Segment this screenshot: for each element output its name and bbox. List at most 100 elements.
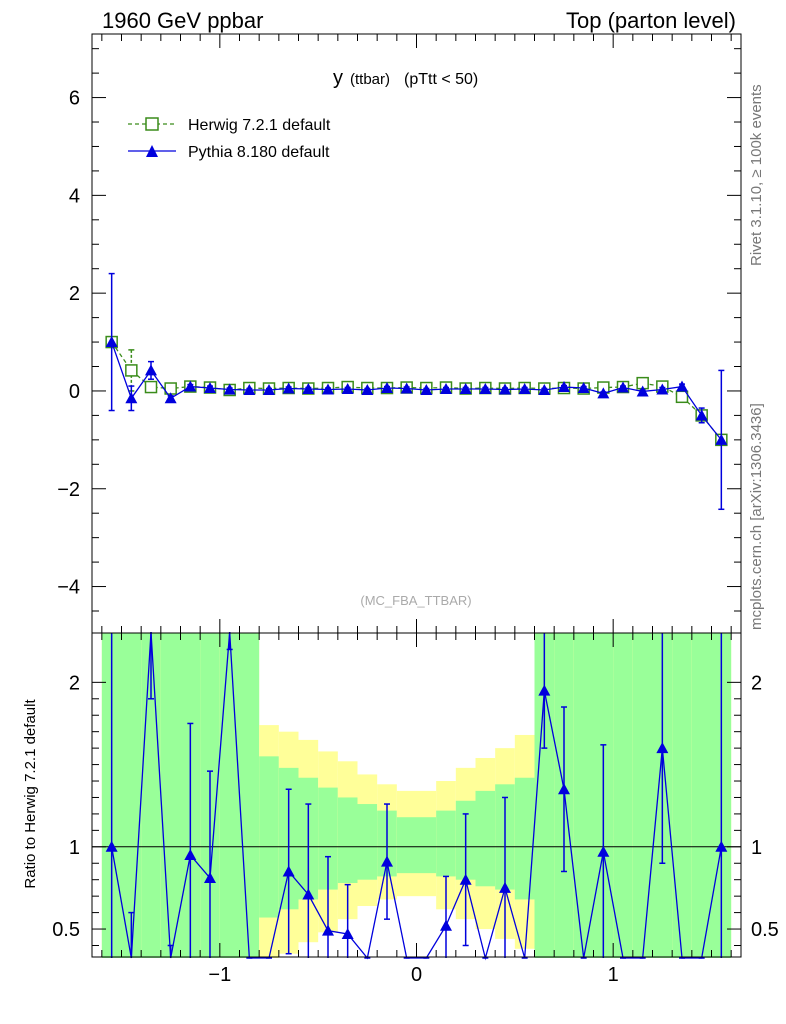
ratio-y-tick-label: 0.5 [52, 919, 80, 941]
pythia-point [282, 382, 295, 394]
herwig-point [144, 380, 158, 394]
pythia-point [164, 392, 177, 404]
ratio-plot-frame [91, 632, 742, 958]
main-y-tick-label: 2 [69, 283, 80, 305]
ratio-point [322, 924, 334, 936]
ratio-point [440, 919, 452, 931]
green-band-bin [396, 817, 417, 874]
pythia-point [105, 336, 118, 348]
ratio-line [111, 631, 722, 961]
plot-title-subscript: (ttbar) [350, 71, 390, 88]
pythia-point [656, 383, 669, 395]
pythia-point [361, 383, 374, 395]
pythia-point [538, 383, 551, 395]
main-plot-ticks [92, 34, 741, 633]
ratio-y-axis-label: Ratio to Herwig 7.2.1 default [22, 699, 39, 889]
pythia-point [341, 382, 354, 394]
green-band-bin [337, 797, 358, 883]
pythia-point [400, 382, 413, 394]
ratio-point [715, 840, 728, 852]
ratio-point [184, 849, 197, 861]
ratio-point [282, 865, 295, 877]
green-band-bin [613, 633, 633, 958]
pythia-point [263, 383, 275, 395]
pythia-point [715, 433, 728, 445]
energy-title: 1960 GeV ppbar [102, 8, 264, 33]
green-band-bin [691, 633, 712, 958]
ratio-point [105, 840, 118, 852]
ratio-point [499, 881, 511, 893]
pythia-point [204, 382, 216, 394]
legend-herwig-marker [145, 117, 159, 131]
ratio-pythia-series [105, 631, 728, 961]
x-tick-label: −1 [208, 964, 231, 986]
ratio-y-tick-label-right: 1 [751, 837, 762, 859]
x-tick-label: 0 [411, 964, 422, 986]
pythia-point [243, 383, 256, 395]
green-band-bin [357, 804, 378, 880]
green-band-bin [436, 810, 456, 877]
ratio-point [302, 888, 315, 900]
pythia-point [695, 409, 708, 421]
x-tick-labels: −1 0 1 [208, 964, 618, 986]
pythia-point [322, 383, 334, 395]
green-band-bin [514, 777, 535, 900]
ratio-point [204, 872, 216, 884]
pythia-point [617, 381, 629, 393]
pythia-point [440, 382, 452, 394]
ratio-y-tick-label-right: 0.5 [751, 919, 779, 941]
legend-pythia-marker [146, 145, 158, 157]
green-band-bin [239, 633, 260, 958]
green-band-bin [672, 633, 692, 958]
herwig-line [111, 341, 722, 441]
ratio-point [656, 742, 669, 754]
ratio-point [558, 783, 570, 795]
pythia-point [223, 383, 236, 395]
ratio-y-tick-labels: 0.5 0.5 1 1 2 2 [52, 672, 779, 941]
ratio-point [459, 873, 472, 885]
pythia-point [479, 382, 492, 394]
pythia-point [381, 382, 393, 394]
main-y-tick-labels: −4 −2 0 2 4 6 [57, 88, 80, 599]
main-y-tick-label: 0 [69, 381, 80, 403]
pythia-point [302, 382, 315, 394]
ratio-point [597, 845, 610, 857]
pythia-point [676, 380, 688, 392]
ratio-plot-ticks [92, 633, 741, 957]
process-title: Top (parton level) [566, 8, 736, 33]
ratio-y-tick-label: 2 [69, 672, 80, 694]
main-y-tick-label: 6 [69, 88, 80, 110]
pythia-point [145, 364, 157, 376]
green-band-bin [259, 756, 279, 918]
main-y-tick-label: −2 [57, 479, 80, 501]
legend-herwig-label: Herwig 7.2.1 default [188, 117, 331, 134]
pythia-point [125, 392, 138, 404]
pythia-point [184, 380, 197, 392]
main-y-tick-label: −4 [57, 577, 80, 599]
pythia-point [420, 383, 433, 395]
herwig-series [105, 335, 728, 447]
ratio-uncertainty-bands [101, 633, 732, 958]
ratio-point [341, 927, 354, 939]
green-band-bin [121, 633, 142, 958]
green-band-bin [318, 787, 338, 890]
green-band-bin [219, 633, 240, 958]
ratio-point [381, 855, 393, 867]
herwig-point [125, 364, 138, 377]
analysis-annotation: (MC_FBA_TTBAR) [360, 593, 471, 608]
green-band-bin [632, 633, 653, 958]
plot-title-cut: (pTtt < 50) [404, 71, 478, 88]
pythia-point [636, 385, 649, 397]
legend-pythia-label: Pythia 8.180 default [188, 144, 330, 161]
legend: Herwig 7.2.1 default Pythia 8.180 defaul… [128, 117, 331, 161]
pythia-point [459, 382, 472, 394]
main-y-tick-label: 4 [69, 185, 80, 207]
pythia-point [597, 387, 610, 399]
x-tick-label: 1 [608, 964, 619, 986]
plot-title-variable: y [333, 67, 343, 89]
green-band-bin [475, 790, 496, 887]
pythia-point [558, 381, 570, 393]
green-band-bin [160, 633, 181, 958]
ratio-y-tick-label: 1 [69, 837, 80, 859]
